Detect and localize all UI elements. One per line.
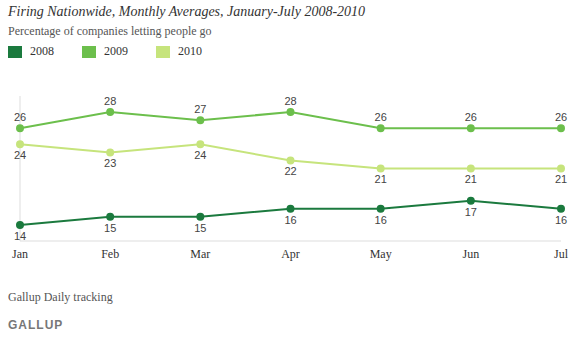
svg-text:Jul: Jul [554,247,569,261]
svg-text:17: 17 [465,206,477,218]
svg-text:21: 21 [465,173,477,185]
svg-text:28: 28 [284,95,296,107]
html-text:2008: 2008 [30,44,54,58]
html-text:2009: 2009 [104,44,128,58]
svg-text:15: 15 [104,222,116,234]
svg-text:24: 24 [14,149,26,161]
svg-text:26: 26 [375,111,387,123]
html-text:Firing Nationwide, Monthly Ave: Firing Nationwide, Monthly Averages, Jan… [8,4,366,19]
svg-text:28: 28 [104,95,116,107]
html-text:Gallup Daily tracking: Gallup Daily tracking [8,290,113,304]
svg-text:16: 16 [375,214,387,226]
svg-text:Apr: Apr [281,247,300,261]
svg-text:26: 26 [465,111,477,123]
svg-text:May: May [370,247,392,261]
svg-text:16: 16 [555,214,567,226]
svg-text:26: 26 [14,111,26,123]
svg-text:23: 23 [104,157,116,169]
svg-text:24: 24 [194,149,206,161]
html-text:Percentage of companies lettin: Percentage of companies letting people g… [8,24,212,38]
svg-text:16: 16 [284,214,296,226]
svg-text:Feb: Feb [101,247,119,261]
svg-text:27: 27 [194,103,206,115]
svg-text:15: 15 [194,222,206,234]
svg-text:21: 21 [555,173,567,185]
html-text:GALLUP: GALLUP [8,318,64,332]
svg-text:Jun: Jun [462,247,479,261]
svg-text:22: 22 [284,165,296,177]
html-text:2010: 2010 [178,44,202,58]
svg-text:26: 26 [555,111,567,123]
svg-text:21: 21 [375,173,387,185]
svg-text:14: 14 [14,230,26,242]
svg-text:Jan: Jan [12,247,28,261]
svg-text:Mar: Mar [190,247,210,261]
